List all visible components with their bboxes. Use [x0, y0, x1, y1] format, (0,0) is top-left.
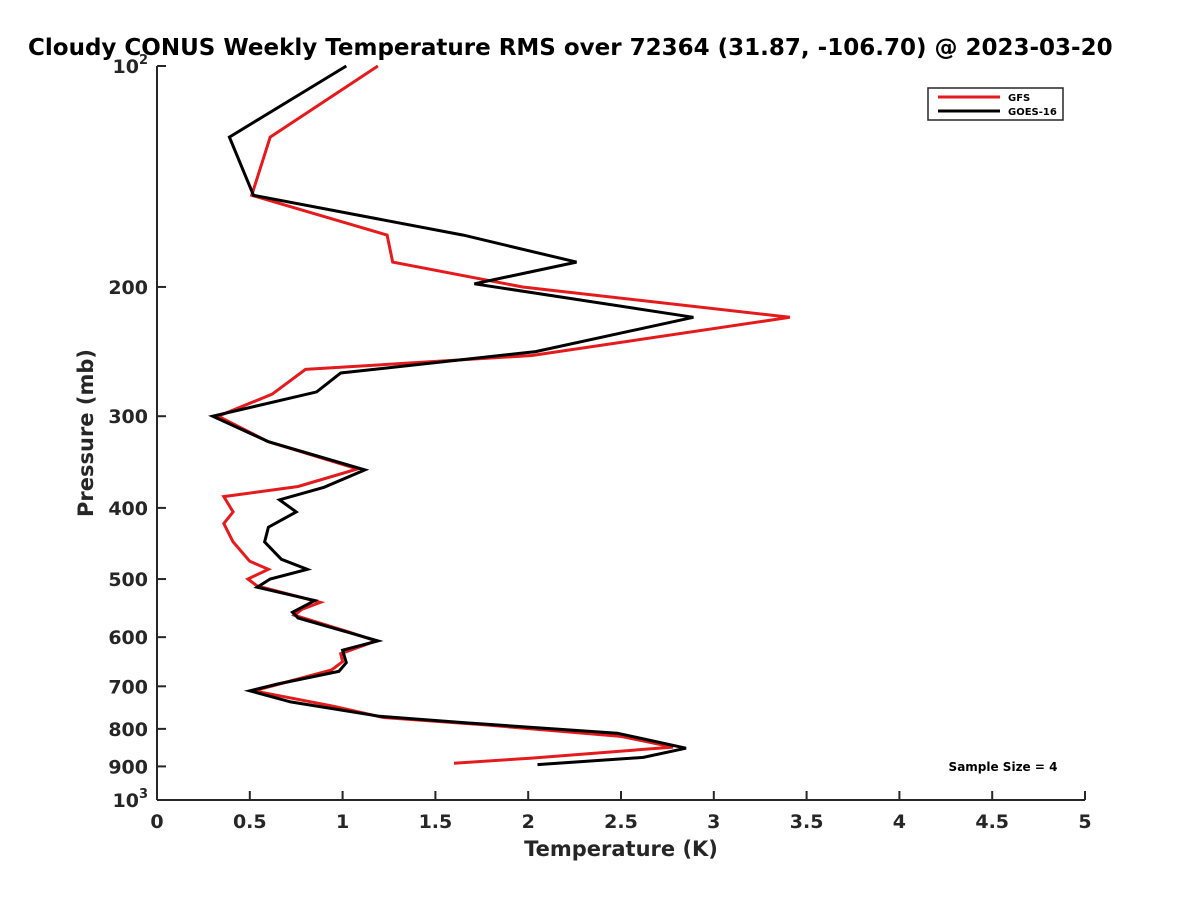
x-tick-label: 1 — [336, 811, 349, 833]
y-tick-label: 500 — [108, 569, 148, 591]
y-tick-label-base: 10 — [113, 790, 139, 812]
x-tick-label: 2 — [522, 811, 535, 833]
y-tick-label: 103 — [113, 787, 149, 812]
x-axis-label: Temperature (K) — [524, 837, 718, 861]
y-tick-label-exponent: 2 — [139, 53, 148, 68]
y-tick-label: 200 — [108, 277, 148, 299]
x-tick-label: 4.5 — [975, 811, 1009, 833]
y-tick-label: 700 — [108, 676, 148, 698]
x-tick-label: 2.5 — [604, 811, 638, 833]
y-tick-label: 102 — [113, 53, 149, 78]
legend-box — [927, 87, 1064, 121]
x-tick-label: 5 — [1078, 811, 1091, 833]
legend-label: GOES-16 — [1008, 107, 1057, 118]
y-tick-label: 400 — [108, 498, 148, 520]
x-tick-label: 4 — [893, 811, 906, 833]
x-tick-label: 0 — [150, 811, 163, 833]
y-tick-label-exponent: 3 — [139, 787, 148, 802]
x-tick-label: 0.5 — [233, 811, 267, 833]
x-tick-label: 3 — [707, 811, 720, 833]
x-tick-label: 1.5 — [419, 811, 453, 833]
y-tick-label: 600 — [108, 627, 148, 649]
legend: GFS GOES-16 — [927, 87, 1064, 121]
series-line-gfs — [214, 64, 791, 765]
y-axis-label: Pressure (mb) — [74, 349, 98, 517]
y-tick-label-base: 10 — [113, 56, 139, 78]
y-tick-label: 900 — [108, 756, 148, 778]
series-line-goes-16 — [208, 64, 694, 767]
legend-label: GFS — [1008, 93, 1030, 104]
sample-size-annotation: Sample Size = 4 — [949, 760, 1058, 774]
axes: 0 0.5 1 1.5 2 2.5 3 3.5 4 4.5 51022003004005006007… — [108, 53, 1091, 833]
x-tick-label: 3.5 — [790, 811, 824, 833]
y-tick-label: 300 — [108, 406, 148, 428]
series-layer — [208, 64, 791, 767]
y-tick-label: 800 — [108, 719, 148, 741]
chart-title: Cloudy CONUS Weekly Temperature RMS over… — [28, 35, 1113, 61]
